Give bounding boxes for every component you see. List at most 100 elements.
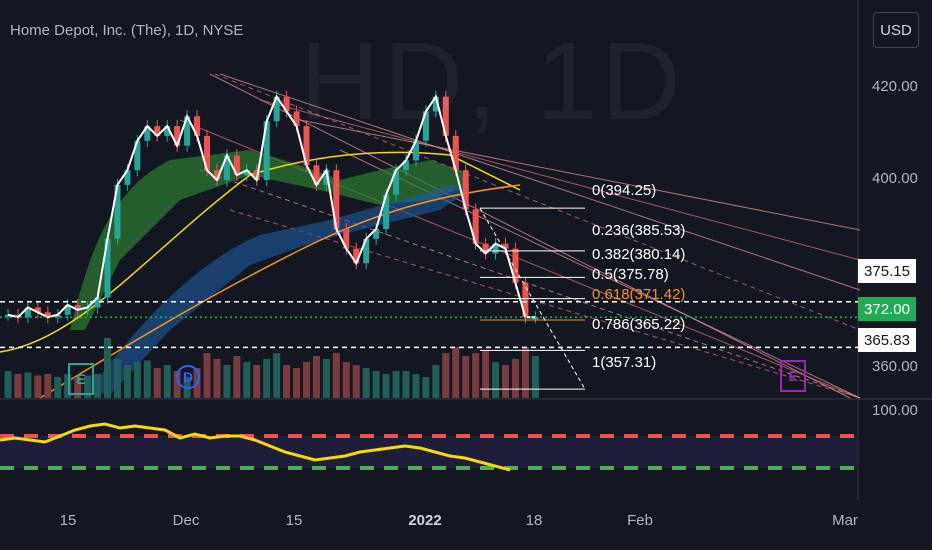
volume-bar (94, 374, 102, 398)
candle-body (283, 96, 290, 112)
earnings-event-icon[interactable]: E (68, 363, 94, 395)
pitchfork-line (219, 73, 861, 291)
symbol-watermark: HD, 1D (300, 20, 685, 143)
volume-bar (462, 356, 470, 398)
volume-bar (223, 365, 231, 398)
volume-bar (322, 359, 330, 398)
volume-bar (173, 371, 181, 398)
candle-body (502, 243, 509, 249)
earnings-event-icon[interactable]: E (780, 360, 806, 392)
candle-body (263, 121, 270, 180)
volume-bar (14, 374, 22, 398)
close-price-line (7, 94, 536, 319)
volume-bar (213, 359, 221, 398)
fib-label: 0.382(380.14) (592, 246, 686, 263)
candle-body (343, 229, 350, 249)
pitchfork-line (229, 209, 861, 399)
candle-body (213, 170, 220, 180)
volume-bar (372, 371, 380, 398)
volume-bar (133, 362, 141, 398)
volume-bar (521, 347, 529, 398)
volume-bar (143, 360, 151, 398)
x-tick: Dec (172, 512, 200, 529)
price-label-current: 372.00 (858, 297, 916, 321)
x-tick: Feb (627, 512, 653, 529)
fib-label: 0.5(375.78) (592, 266, 669, 283)
pitchfork-line (259, 99, 861, 261)
candle-body (422, 111, 429, 141)
candle-body (482, 243, 489, 254)
volume-bar (293, 368, 301, 398)
volume-bar (283, 365, 291, 398)
candle-body (293, 111, 300, 127)
price-label-upper: 375.15 (858, 259, 916, 283)
candle-body (94, 297, 101, 308)
candle-body (472, 209, 479, 244)
volume-bar (4, 371, 12, 398)
fib-label: 0.618(371.42) (592, 286, 686, 303)
candle-body (223, 155, 230, 180)
volume-bar (253, 365, 261, 398)
candle-body (44, 312, 51, 318)
candle-body (363, 238, 370, 264)
pitchfork-line (214, 73, 861, 331)
volume-bar (203, 353, 211, 398)
volume-bar (342, 362, 350, 398)
candle-body (393, 170, 400, 195)
candle-body (333, 170, 340, 229)
volume-bar (502, 365, 509, 398)
volume-bar (472, 353, 480, 398)
volume-bar (402, 371, 410, 398)
volume-bar (74, 377, 82, 398)
candle-body (54, 314, 61, 318)
x-tick: 2022 (408, 512, 442, 529)
candle-body (512, 248, 519, 283)
x-tick: 15 (59, 512, 77, 529)
candle-body (114, 184, 121, 239)
volume-bar (492, 362, 500, 398)
volume-bar (352, 365, 360, 398)
x-tick: Mar (832, 512, 858, 529)
candle-body (194, 116, 201, 136)
price-label-lower: 365.83 (858, 328, 916, 352)
candle-body (442, 96, 449, 136)
currency-button[interactable]: USD (873, 12, 919, 48)
candle-body (452, 135, 459, 171)
volume-bar (452, 347, 460, 398)
candle-body (313, 165, 320, 185)
candle-body (64, 304, 71, 315)
orange-ma-line (39, 184, 521, 399)
x-tick: 18 (525, 512, 543, 529)
fib-label: 0.236(385.53) (592, 222, 686, 239)
volume-bar (362, 368, 370, 398)
dividend-event-icon[interactable]: D (176, 365, 200, 389)
candle-body (144, 126, 151, 141)
candle-body (154, 126, 161, 136)
volume-bar (442, 353, 450, 398)
volume-bar (153, 368, 161, 398)
volume-bar (24, 372, 32, 398)
volume-bar (163, 365, 171, 398)
candle-body (233, 155, 240, 176)
candle-body (243, 170, 250, 176)
candle-body (303, 126, 310, 166)
candle-body (383, 194, 390, 229)
green-ma-band (70, 150, 470, 330)
pitchfork-line (209, 73, 851, 399)
candle-body (373, 229, 380, 239)
volume-bar (123, 365, 131, 398)
candle-body (492, 243, 499, 254)
candle-body (34, 307, 41, 313)
candle-body (403, 160, 409, 171)
volume-bar (432, 365, 440, 398)
fib-label: 1(357.31) (592, 354, 657, 371)
candle-body (164, 126, 171, 136)
candle-body (24, 307, 31, 318)
candle-body (432, 96, 439, 112)
volume-bar (273, 353, 281, 398)
candle-body (462, 170, 469, 210)
osc-tick: 100.00 (872, 402, 918, 419)
volume-bar (382, 374, 390, 398)
candle-body (353, 248, 360, 264)
